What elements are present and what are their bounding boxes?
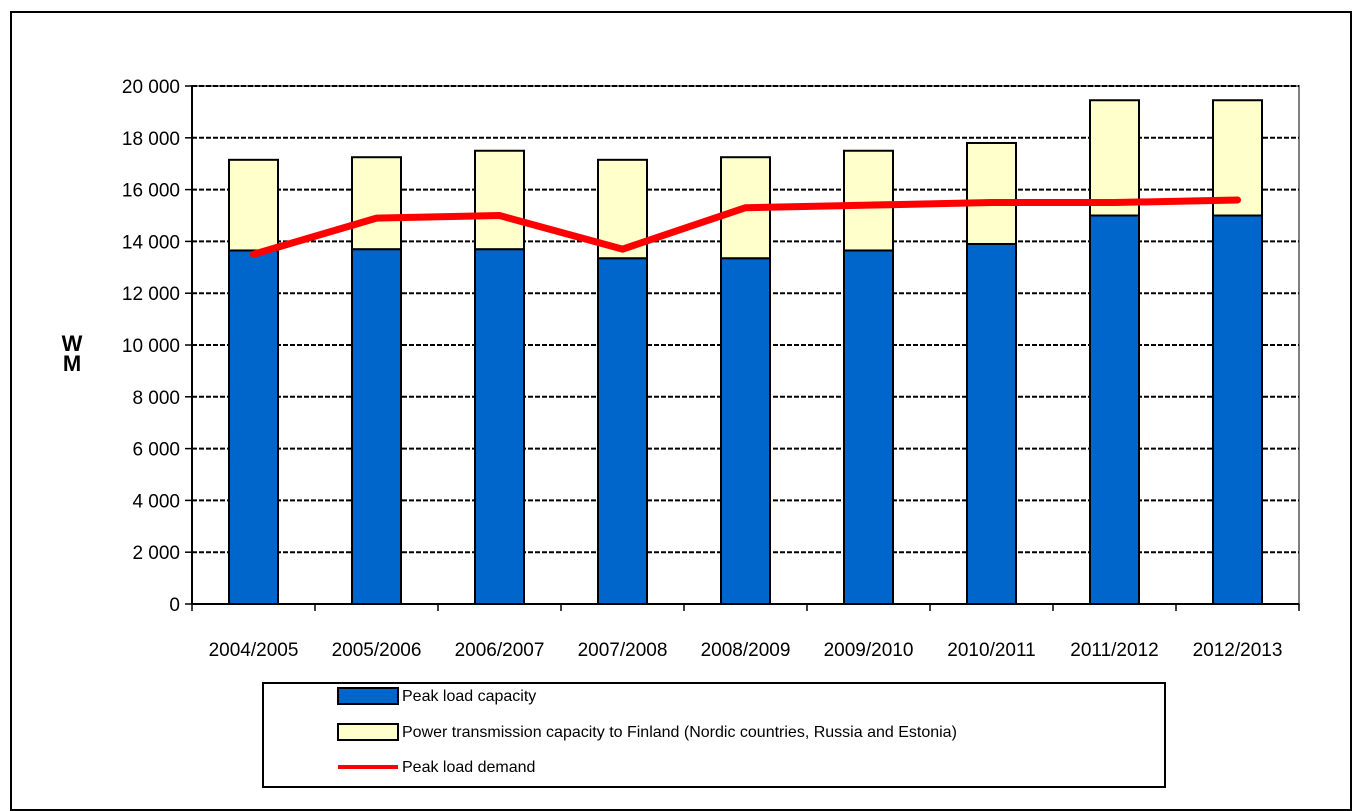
x-tick-label-2008-2009: 2008/2009 (701, 640, 791, 661)
legend: Peak load capacity Power transmission ca… (262, 682, 1166, 788)
y-tick-label-18000: 18 000 (122, 129, 180, 150)
legend-swatch-peak-load-capacity (337, 687, 399, 705)
bar-capacity-2010-2011 (966, 242, 1017, 606)
y-tick-label-10000: 10 000 (122, 336, 180, 357)
demand-line-path (250, 196, 1241, 258)
x-tick-label-2007-2008: 2007/2008 (578, 640, 668, 661)
bar-capacity-2009-2010 (843, 249, 894, 605)
x-tick-label-2012-2013: 2012/2013 (1193, 640, 1283, 661)
x-tick-label-2009-2010: 2009/2010 (824, 640, 914, 661)
bar-transmission-2011-2012 (1089, 99, 1140, 217)
y-tick-label-14000: 14 000 (122, 232, 180, 253)
y-tick-label-12000: 12 000 (122, 284, 180, 305)
bars (228, 99, 1263, 606)
demand-line (250, 196, 1241, 258)
y-axis-label: W M (62, 331, 83, 376)
bar-capacity-2011-2012 (1089, 214, 1140, 605)
bar-capacity-2005-2006 (351, 248, 402, 605)
y-axis-label-char-1: W (62, 331, 83, 356)
x-tick-label-2005-2006: 2005/2006 (332, 640, 422, 661)
bar-transmission-2009-2010 (843, 149, 894, 252)
y-tick-label-16000: 16 000 (122, 181, 180, 202)
legend-label-peak-load-capacity: Peak load capacity (402, 688, 536, 705)
bar-capacity-2012-2013 (1212, 214, 1263, 605)
y-tick-label-0: 0 (169, 595, 180, 616)
legend-label-peak-load-demand: Peak load demand (402, 759, 535, 776)
axes (185, 85, 1300, 611)
bar-transmission-2012-2013 (1212, 99, 1263, 217)
x-tick-label-2011-2012: 2011/2012 (1070, 640, 1158, 661)
bar-capacity-2008-2009 (720, 257, 771, 605)
tick-labels: 0 2 000 4 000 6 000 8 000 10 000 12 000 14 000 1… (122, 77, 1283, 661)
y-tick-label-4000: 4 000 (132, 491, 180, 512)
bar-capacity-2007-2008 (597, 257, 648, 605)
legend-box (262, 682, 1166, 788)
y-tick-label-20000: 20 000 (122, 77, 180, 98)
bar-capacity-2004-2005 (228, 249, 279, 605)
bar-transmission-2010-2011 (966, 141, 1017, 245)
legend-label-transmission-capacity: Power transmission capacity to Finland (… (402, 724, 957, 741)
y-axis-label-char-2: M (63, 351, 81, 376)
y-tick-label-2000: 2 000 (132, 543, 180, 564)
bar-transmission-2004-2005 (228, 158, 279, 252)
x-tick-label-2010-2011: 2010/2011 (947, 640, 1035, 661)
y-tick-label-8000: 8 000 (132, 388, 180, 409)
y-tick-label-6000: 6 000 (132, 440, 180, 461)
x-tick-label-2006-2007: 2006/2007 (455, 640, 545, 661)
bar-transmission-2005-2006 (351, 156, 402, 251)
x-tick-label-2004-2005: 2004/2005 (209, 640, 299, 661)
legend-swatch-transmission-capacity (337, 723, 399, 741)
bar-transmission-2006-2007 (474, 149, 525, 251)
bar-capacity-2006-2007 (474, 248, 525, 605)
